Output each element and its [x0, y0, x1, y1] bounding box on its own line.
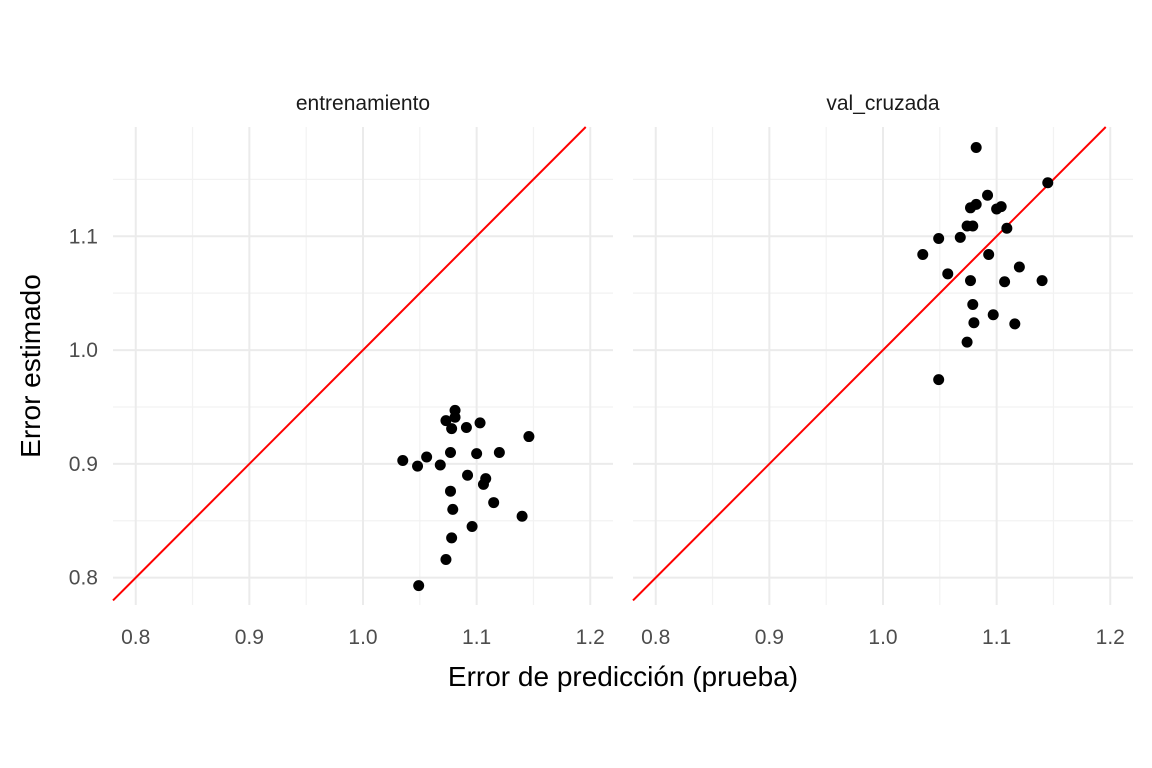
- data-point: [982, 189, 994, 201]
- data-point: [421, 451, 433, 463]
- x-tick-label: 1.2: [576, 626, 605, 649]
- points-group: [397, 404, 535, 592]
- data-point: [462, 469, 474, 481]
- data-point: [516, 510, 528, 522]
- data-point: [412, 460, 424, 472]
- panel-grid: [633, 127, 1133, 605]
- y-tick-label: 0.8: [69, 567, 98, 590]
- x-tick-label: 0.9: [235, 626, 264, 649]
- x-tick-label: 1.2: [1096, 626, 1125, 649]
- data-point: [447, 503, 459, 515]
- data-point: [1009, 318, 1021, 330]
- data-point: [999, 276, 1011, 288]
- x-tick-label: 0.9: [755, 626, 784, 649]
- data-point: [488, 497, 500, 509]
- data-point: [460, 421, 472, 433]
- data-point: [970, 141, 982, 153]
- data-point: [445, 446, 456, 458]
- reference-line: [112, 126, 587, 602]
- x-axis-ticks: 0.8 0.9 1.0 1.1 1.2 0.8 0.9 1.0 1.1 1.2: [121, 626, 1125, 649]
- data-point: [967, 299, 979, 311]
- panel-entrenamiento: entrenamiento: [112, 92, 613, 605]
- data-point: [1013, 261, 1025, 273]
- y-tick-label: 0.9: [69, 453, 98, 476]
- data-point: [933, 233, 945, 245]
- panel-title: val_cruzada: [826, 92, 940, 115]
- data-point: [933, 374, 945, 386]
- panel-grid: [113, 127, 613, 605]
- data-point: [440, 415, 452, 427]
- x-tick-label: 1.1: [462, 626, 491, 649]
- x-tick-label: 0.8: [641, 626, 670, 649]
- reference-line: [632, 126, 1107, 602]
- x-tick-label: 1.1: [982, 626, 1011, 649]
- data-point: [466, 520, 478, 532]
- data-point: [965, 275, 976, 287]
- data-point: [446, 532, 458, 544]
- data-point: [474, 417, 486, 429]
- y-axis-title: Error estimado: [15, 274, 46, 458]
- data-point: [987, 309, 999, 321]
- data-point: [1036, 275, 1048, 287]
- data-point: [961, 336, 973, 348]
- data-point: [449, 404, 461, 416]
- x-axis-title: Error de predicción (prueba): [448, 661, 798, 692]
- data-point: [942, 268, 954, 280]
- x-tick-label: 1.0: [868, 626, 897, 649]
- reference-line-group: [632, 126, 1107, 602]
- data-point: [983, 248, 995, 260]
- x-tick-label: 1.0: [348, 626, 377, 649]
- data-point: [493, 446, 505, 458]
- y-axis-ticks: 0.8 0.9 1.0 1.1: [69, 225, 98, 589]
- x-tick-label: 0.8: [121, 626, 150, 649]
- data-point: [434, 459, 446, 471]
- data-point: [967, 220, 979, 232]
- data-point: [523, 431, 535, 443]
- data-point: [917, 248, 929, 260]
- data-point: [970, 198, 982, 210]
- y-tick-label: 1.0: [69, 339, 98, 362]
- data-point: [397, 454, 409, 466]
- data-point: [480, 473, 492, 485]
- data-point: [440, 553, 452, 565]
- data-point: [995, 201, 1007, 213]
- panel-val-cruzada: val_cruzada: [632, 92, 1133, 605]
- points-group: [917, 141, 1054, 386]
- reference-line-group: [112, 126, 587, 602]
- data-point: [968, 317, 980, 329]
- panel-title: entrenamiento: [296, 92, 430, 115]
- data-point: [446, 423, 458, 435]
- data-point: [471, 448, 483, 460]
- data-point: [1001, 222, 1013, 234]
- data-point: [413, 580, 425, 592]
- data-point: [1042, 177, 1054, 189]
- y-tick-label: 1.1: [69, 225, 98, 248]
- data-point: [445, 485, 456, 497]
- data-point: [954, 231, 966, 243]
